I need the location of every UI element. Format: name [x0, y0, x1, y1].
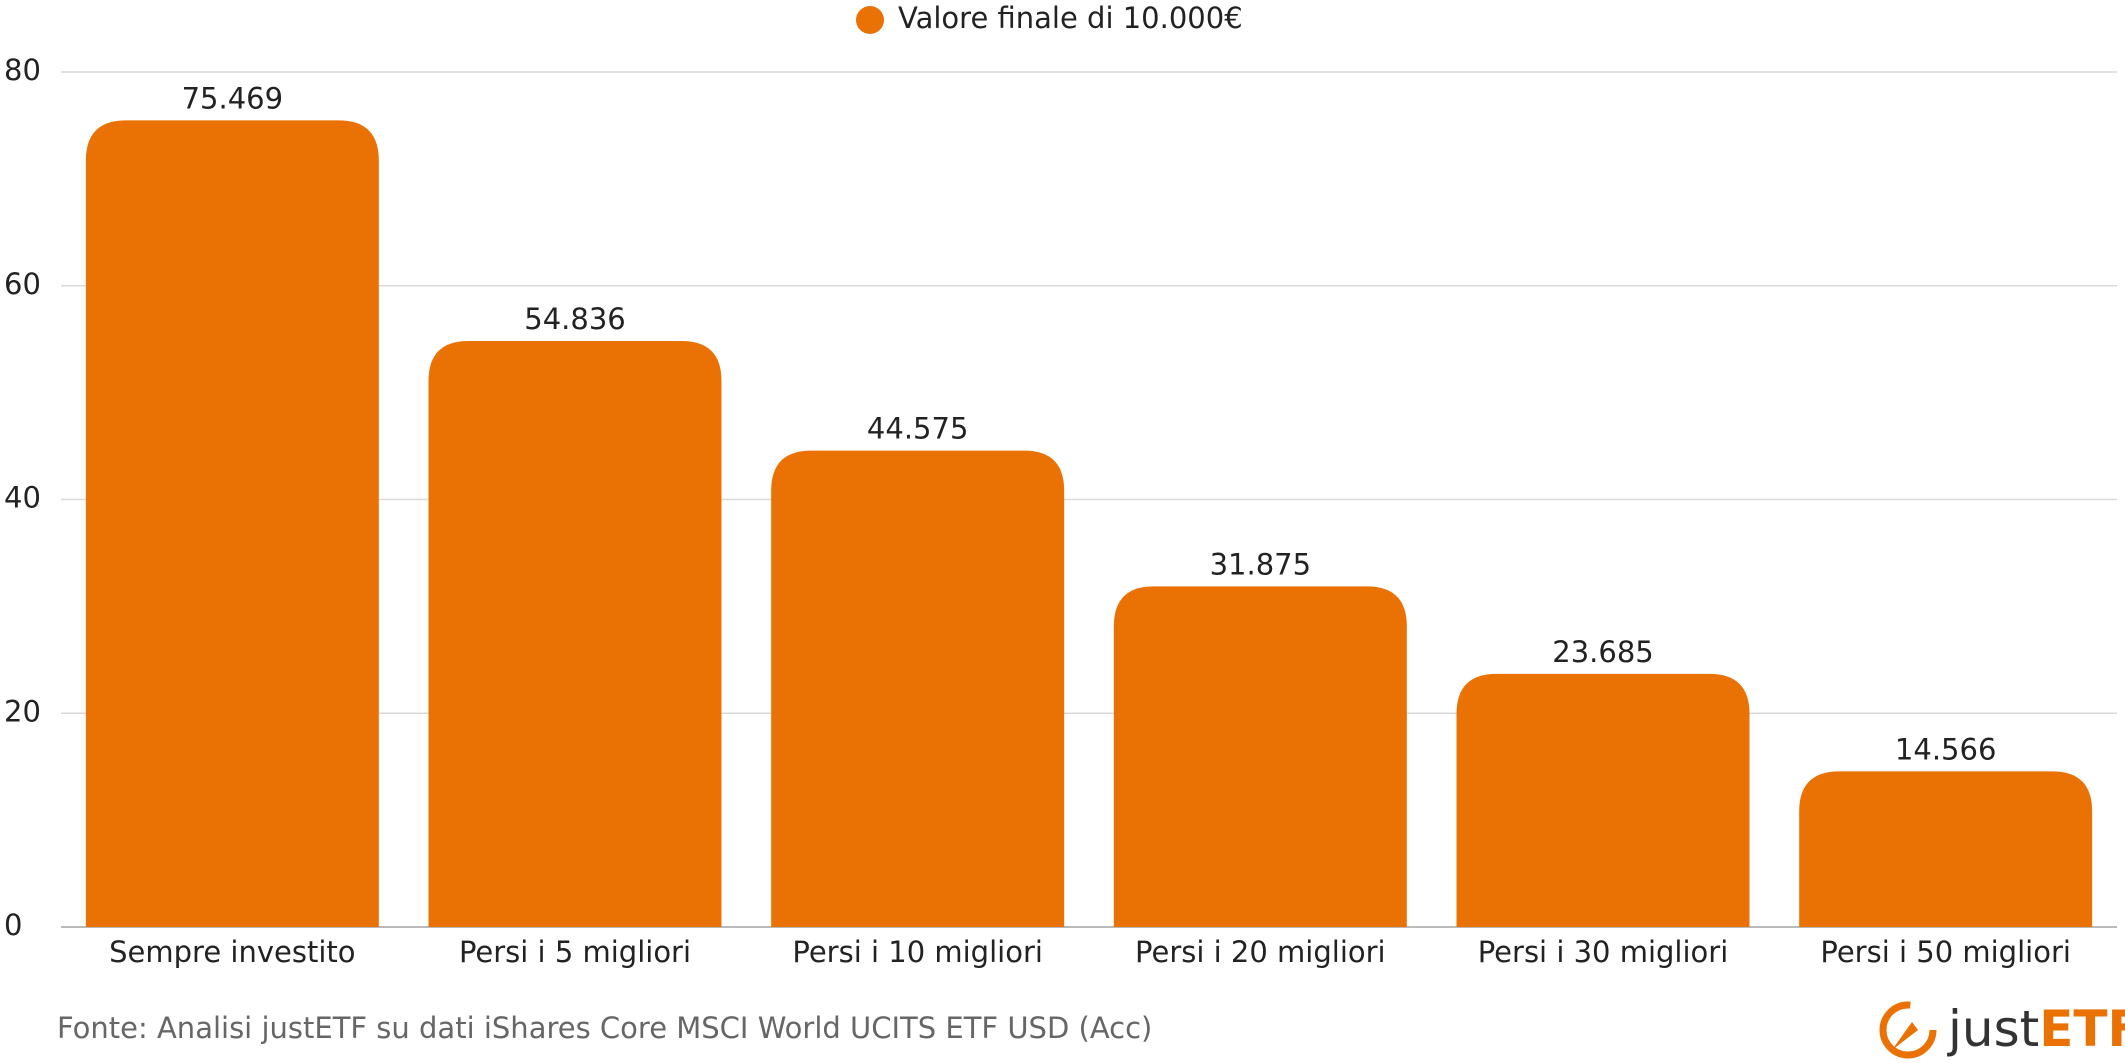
value-label: 44.575	[867, 412, 968, 446]
y-tick-label: 80	[4, 53, 41, 87]
bar	[1113, 586, 1407, 927]
x-tick-label: Sempre investito	[109, 935, 355, 969]
y-tick-label: 0	[4, 908, 22, 942]
x-tick-label: Persi i 50 migliori	[1820, 935, 2071, 969]
logo-text-first: just	[1947, 1000, 2039, 1058]
y-tick-label: 20	[4, 694, 41, 728]
value-label: 23.685	[1552, 635, 1653, 669]
bar	[85, 120, 379, 928]
logo-icon	[1879, 1001, 1937, 1059]
bar	[428, 340, 722, 927]
x-tick-label: Persi i 20 migliori	[1135, 935, 1386, 969]
value-label: 31.875	[1210, 547, 1311, 581]
value-label: 54.836	[524, 302, 625, 336]
bar	[1456, 673, 1750, 927]
x-tick-label: Persi i 5 migliori	[459, 935, 691, 969]
legend-marker	[856, 6, 884, 34]
bar	[1799, 771, 2093, 927]
y-tick-label: 60	[4, 267, 41, 301]
bar	[771, 450, 1065, 927]
legend-label: Valore finale di 10.000€	[898, 1, 1243, 35]
logo: justETF	[1879, 1000, 2125, 1059]
source-note: Fonte: Analisi justETF su dati iShares C…	[57, 1011, 1152, 1045]
logo-text: justETF	[1947, 1000, 2125, 1058]
x-tick-label: Persi i 10 migliori	[792, 935, 1043, 969]
x-tick-label: Persi i 30 migliori	[1478, 935, 1729, 969]
logo-text-second: ETF	[2039, 1000, 2125, 1058]
y-tick-label: 40	[4, 481, 41, 515]
value-label: 14.566	[1895, 732, 1996, 766]
logo-arrow	[1892, 1022, 1918, 1050]
value-label: 75.469	[182, 81, 283, 115]
